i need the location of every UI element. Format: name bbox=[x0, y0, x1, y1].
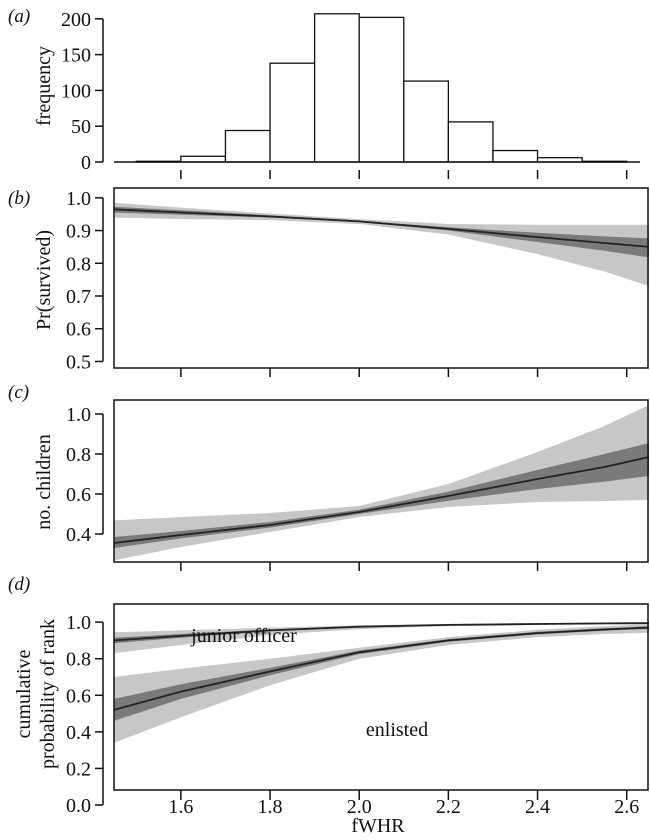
junior-officer-outer-band bbox=[114, 622, 649, 654]
histogram-bar bbox=[492, 149, 539, 163]
panel-c-label: (c) bbox=[8, 382, 29, 403]
panel-b-mean-line bbox=[113, 208, 650, 248]
x-tick-label: 2.2 bbox=[436, 796, 461, 818]
panel-b-plot: 0.5 0.6 0.7 0.8 0.9 1.0 bbox=[66, 187, 650, 377]
x-tick-label: 2.6 bbox=[614, 796, 639, 818]
panel-a-bars bbox=[135, 13, 628, 163]
panel-b-y-tick-label: 1.0 bbox=[66, 188, 91, 210]
x-axis-ticks: 1.6 1.8 2.0 2.2 2.4 2.6 bbox=[168, 790, 639, 818]
x-tick-label: 1.6 bbox=[168, 796, 193, 818]
histogram-bar bbox=[224, 129, 271, 163]
panel-b-frame bbox=[113, 187, 649, 369]
panel-b-ylabel: Pr(survived) bbox=[33, 230, 55, 330]
panel-a-y-tick-label: 50 bbox=[71, 116, 91, 138]
panel-b-y-tick-label: 0.6 bbox=[66, 319, 91, 341]
panel-a-histogram: (a) frequency 0 50 100 150 200 bbox=[8, 6, 640, 179]
panel-c-y-tick-label: 0.4 bbox=[66, 524, 91, 546]
panel-d-plot: 0.0 0.2 0.4 0.6 0.8 1.0 bbox=[66, 603, 650, 817]
histogram-bar bbox=[313, 13, 360, 163]
panel-d-frame bbox=[113, 603, 649, 791]
panel-a-y-tick-label: 150 bbox=[61, 45, 91, 67]
panel-c-y-tick-label: 0.6 bbox=[66, 484, 91, 506]
panel-d-ylabel-line2: probability of rank bbox=[37, 619, 59, 769]
panel-d-label: (d) bbox=[8, 574, 30, 595]
panel-d-y-tick-label: 0.2 bbox=[66, 758, 91, 780]
panel-a-ylabel: frequency bbox=[33, 46, 55, 126]
x-tick-label: 2.4 bbox=[525, 796, 550, 818]
panel-b-y-tick-label: 0.7 bbox=[66, 286, 91, 308]
panel-c-frame bbox=[113, 399, 649, 563]
panel-c-y-tick-label: 1.0 bbox=[66, 404, 91, 426]
panel-d-y-tick-label: 0.6 bbox=[66, 685, 91, 707]
panel-c-plot: 0.4 0.6 0.8 1.0 bbox=[66, 399, 650, 571]
enlisted-mean-line bbox=[113, 626, 650, 711]
panel-c-children: (c) no. children 0.4 0.6 0.8 1.0 bbox=[8, 382, 650, 571]
panel-b-y-tick-label: 0.5 bbox=[66, 351, 91, 373]
x-tick-label: 1.8 bbox=[258, 796, 283, 818]
panel-a-y-tick-label: 100 bbox=[61, 80, 91, 102]
junior-officer-annotation: junior officer bbox=[190, 625, 297, 647]
histogram-bar bbox=[447, 121, 494, 163]
panel-c-y-tick-label: 0.8 bbox=[66, 444, 91, 466]
panel-d-rank: (d) cumulative probability of rank 0.00.… bbox=[8, 574, 650, 837]
panel-d-y-tick-label: 0.0 bbox=[66, 795, 91, 817]
junior-officer-mean-line bbox=[113, 622, 650, 642]
histogram-bar bbox=[269, 62, 316, 163]
panel-b-y-tick-label: 0.8 bbox=[66, 253, 91, 275]
panel-d-y-tick-label: 0.8 bbox=[66, 649, 91, 671]
x-axis-label: fWHR bbox=[351, 815, 405, 837]
panel-b-survival: (b) Pr(survived) 0.5 0.6 0.7 0.8 0.9 1.0 bbox=[8, 187, 650, 377]
panel-a-y-tick-label: 200 bbox=[61, 9, 91, 31]
panel-a-y-axis: 0 50 100 150 200 bbox=[61, 9, 104, 174]
panel-b-y-tick-label: 0.9 bbox=[66, 221, 91, 243]
panel-c-mean-line bbox=[113, 456, 650, 544]
panel-c-ylabel: no. children bbox=[33, 434, 55, 530]
histogram-bar bbox=[358, 16, 405, 163]
panel-a-label: (a) bbox=[8, 6, 30, 27]
histogram-bar bbox=[180, 155, 227, 163]
panel-c-outer-band bbox=[114, 405, 649, 561]
x-tick-label: 2.0 bbox=[347, 796, 372, 818]
panel-d-y-tick-label: 0.4 bbox=[66, 722, 91, 744]
histogram-bar bbox=[403, 80, 450, 163]
panel-a-y-tick-label: 0 bbox=[81, 152, 91, 174]
panel-d-ylabel-line1: cumulative bbox=[13, 649, 35, 738]
enlisted-annotation: enlisted bbox=[366, 719, 428, 741]
panel-b-label: (b) bbox=[8, 188, 30, 209]
panel-d-y-tick-label: 1.0 bbox=[66, 612, 91, 634]
